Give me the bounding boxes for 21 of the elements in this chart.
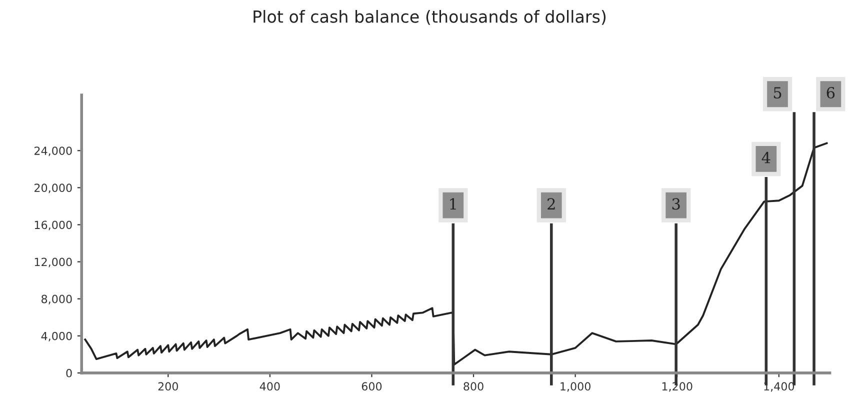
annotation: 4: [762, 152, 770, 164]
y-tick-label: 16,000: [34, 220, 72, 230]
annotation: 3: [672, 198, 680, 210]
annotation: 1: [450, 198, 456, 210]
line-series: [84, 142, 828, 366]
annotation: 5: [774, 87, 782, 99]
y-tick-label: 24,000: [34, 146, 72, 156]
y-tick-label: 4,000: [41, 332, 72, 342]
x-tick-label: 1,000: [560, 382, 590, 392]
y-tick-label: 20,000: [34, 184, 72, 194]
chart-title: Plot of cash balance (thousands of dollars): [254, 10, 606, 25]
annotation: 6: [826, 86, 835, 99]
y-tick-label: 12,000: [34, 258, 72, 268]
x-tick-label: 800: [464, 382, 484, 391]
y-tick-label: 0: [66, 368, 72, 378]
x-tick-label: 200: [158, 382, 178, 391]
x-tick-label: 400: [260, 382, 280, 391]
y-tick-label: 8,000: [42, 294, 72, 304]
x-tick-label: 600: [362, 382, 382, 391]
annotation: 2: [548, 198, 555, 210]
x-tick-label: 1,200: [662, 382, 692, 392]
